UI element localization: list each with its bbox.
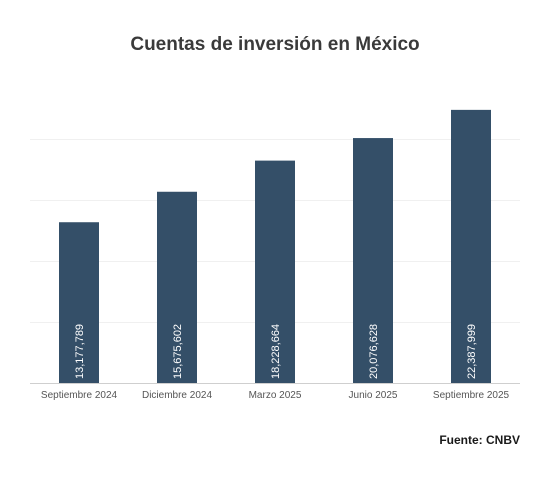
bar xyxy=(255,160,295,383)
x-tick-label: Septiembre 2024 xyxy=(41,390,118,401)
bar xyxy=(451,109,491,384)
bar xyxy=(157,191,197,383)
x-tick-label: Marzo 2025 xyxy=(249,390,302,401)
bar-value-label: 18,228,664 xyxy=(270,324,282,379)
x-tick-label: Diciembre 2024 xyxy=(142,390,212,401)
x-tick-label: Septiembre 2025 xyxy=(433,390,510,401)
x-tick-label: Junio 2025 xyxy=(349,390,398,401)
bar xyxy=(59,222,99,383)
bar xyxy=(353,138,393,383)
chart-title: Cuentas de inversión en México xyxy=(130,34,420,55)
bar-value-label: 15,675,602 xyxy=(172,324,184,379)
bar-value-label: 22,387,999 xyxy=(466,324,478,379)
bar-value-label: 20,076,628 xyxy=(368,324,380,379)
bar-value-label: 13,177,789 xyxy=(74,324,86,379)
source-note: Fuente: CNBV xyxy=(439,433,520,447)
bars xyxy=(59,109,491,384)
value-labels: 13,177,789 15,675,602 18,228,664 20,076,628… xyxy=(74,324,478,379)
x-tick-labels: Septiembre 2024 Diciembre 2024 Marzo 2025 J… xyxy=(41,390,510,401)
